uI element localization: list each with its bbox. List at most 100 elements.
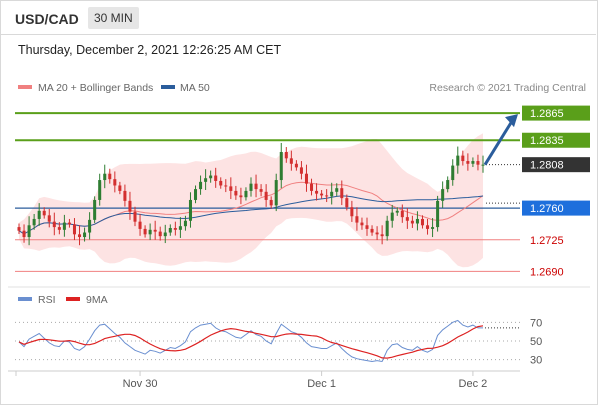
candle-body [476,161,480,165]
candle-body [481,164,485,166]
symbol-label: USD/CAD [15,11,79,27]
candle [88,212,92,240]
ma50-legend-label: MA 50 [180,82,210,94]
candle [214,167,218,188]
candle-body [204,178,208,182]
candle-body [188,199,192,221]
candle [178,217,182,238]
candle-body [17,227,21,231]
timeframe-badge[interactable]: 30 MIN [88,7,139,29]
candle [264,184,268,207]
candle-body [355,216,359,223]
candle-body [52,221,56,228]
candle [143,225,147,238]
candle [204,169,208,190]
candle-body [163,232,167,237]
candle-body [431,227,435,229]
candle [98,173,102,206]
candle-body [370,228,374,233]
candle-body [264,191,268,200]
candle-body [219,180,223,186]
rsi-line [18,319,483,363]
candle [118,181,122,195]
candle [113,171,117,193]
candle-body [153,229,157,232]
candle-body [426,225,430,229]
candle-body [279,152,283,181]
candle-body [47,215,51,222]
rsi-ma-legend-swatch [66,297,80,301]
rsi-level-label: 70 [530,317,542,329]
candle [274,173,278,212]
candle-body [385,220,389,237]
candle [375,226,379,241]
candle [224,179,228,193]
candle-body [244,190,248,198]
candle-body [415,218,419,224]
forecast-arrow [483,114,518,166]
candle [410,215,414,228]
candle-body [183,220,187,227]
resistance-1-label: 1.2835 [530,135,564,147]
x-label-dec2: Dec 2 [459,378,488,390]
support-2-label: 1.2690 [530,266,564,278]
candle-body [138,221,142,229]
ma50-legend-swatch [161,85,175,89]
candle [299,161,303,180]
candle-body [410,220,414,224]
candle [153,220,157,240]
candle [420,215,424,229]
candle [355,207,359,231]
candle-body [118,185,122,191]
candle-body [209,175,213,179]
candle [315,183,319,201]
candle-body [436,200,440,228]
candle [446,176,450,193]
candle-body [143,228,147,235]
candle-body [269,199,273,206]
candle-body [229,186,233,191]
candle-body [451,165,455,181]
candle-body [98,180,102,200]
candle [481,155,485,173]
candle-body [350,207,354,217]
candle-body [294,163,298,168]
candle [249,177,253,197]
candle [365,217,369,236]
candle-body [168,228,172,233]
candle-body [108,173,112,180]
resistance-2-label-bg [522,105,590,121]
candle-body [158,231,162,237]
rsi-ma-line [18,325,484,359]
candle [426,218,430,235]
rsi-level-label: 50 [530,336,542,348]
candle [163,224,167,244]
pivot-label-bg [522,200,590,216]
candle [72,218,76,241]
rsi-legend-label: RSI [38,294,56,306]
candle [67,218,71,228]
candle [385,215,389,241]
candle-body [335,188,339,192]
candle-body [310,183,314,191]
rsi-panel: RSI 9MA 70 50 30 [15,294,542,367]
rsi-ma-legend-label: 9MA [86,294,108,306]
candle [42,207,46,219]
candle-body [345,198,349,208]
candle-body [88,219,92,233]
candle-body [375,232,379,235]
x-axis: Nov 30 Dec 1 Dec 2 [8,370,520,390]
candle-body [395,210,399,213]
datetime-label: Thursday, December 2, 2021 12:26:25 AM C… [18,43,282,57]
last-price-label-bg [522,157,590,173]
candle [128,191,132,220]
candle-body [224,185,228,187]
copyright-label: Research © 2021 Trading Central [429,82,586,94]
candle [22,224,26,243]
candle [320,190,324,199]
candle [108,168,112,184]
candle [78,225,82,246]
legend: MA 20 + Bollinger Bands MA 50 Research ©… [18,82,586,94]
candle [27,216,31,246]
